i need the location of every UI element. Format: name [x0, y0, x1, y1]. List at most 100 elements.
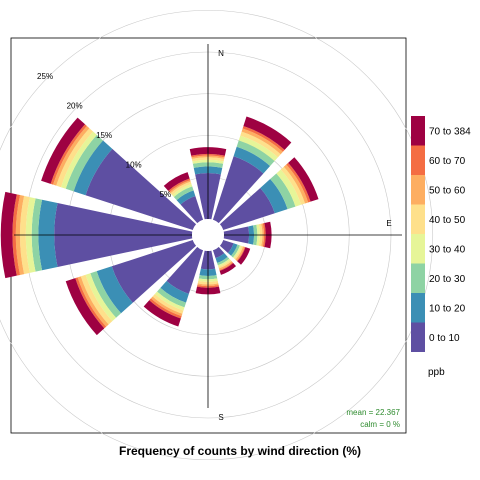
petal-150-band-7	[219, 263, 237, 275]
petal-60-band-0	[219, 187, 275, 231]
petal-240-band-0	[111, 239, 197, 303]
legend-swatch-1	[411, 293, 425, 323]
petal-30-band-7	[243, 116, 292, 150]
petal-210-band-2	[157, 287, 187, 308]
petal-300-band-5	[53, 125, 90, 186]
petal-300-band-1	[73, 140, 113, 196]
petal-60-band-3	[276, 169, 302, 207]
petal-210-band-3	[154, 291, 185, 311]
legend-swatch-3	[411, 234, 425, 264]
petal-240-band-2	[90, 271, 122, 318]
petal-210-band-7	[143, 300, 181, 327]
petal-270-band-6	[12, 194, 21, 276]
petal-120-band-1	[227, 243, 238, 256]
legend-swatch-4	[411, 204, 425, 234]
ring-label-20: 20%	[67, 102, 83, 111]
petal-300-band-6	[50, 124, 87, 185]
legend-label-5: 50 to 60	[429, 185, 466, 196]
chart-title: Frequency of counts by wind direction (%…	[119, 444, 361, 458]
petal-0-band-6	[191, 153, 225, 158]
calm-center	[192, 219, 224, 251]
petal-240-band-3	[85, 273, 117, 322]
petal-150-band-6	[219, 262, 234, 271]
ring-label-25: 25%	[37, 72, 53, 81]
petal-330-band-6	[168, 178, 191, 193]
petal-30-band-3	[238, 135, 278, 162]
legend-swatch-7	[411, 116, 425, 146]
ring-label-15: 15%	[96, 131, 112, 140]
legend-label-3: 30 to 40	[429, 244, 466, 255]
petal-150-band-2	[217, 256, 230, 266]
petal-210-band-6	[149, 298, 182, 319]
petal-330-band-0	[180, 195, 204, 224]
petal-240-band-4	[80, 274, 113, 325]
grid-ring-25	[0, 10, 433, 460]
legend-units: ppb	[428, 367, 445, 378]
petal-330-band-5	[169, 180, 191, 194]
petal-210-band-0	[166, 246, 204, 294]
petal-60-band-2	[270, 173, 296, 210]
legend-label-1: 10 to 20	[429, 303, 466, 314]
petal-210-band-4	[152, 294, 184, 314]
petal-240-band-7	[65, 278, 105, 336]
petal-120-band-2	[231, 244, 240, 258]
petal-300-band-3	[60, 131, 97, 189]
compass-label-e: E	[386, 219, 391, 228]
legend: 70 to 384 60 to 70 50 to 60 40 to 50 30 to 4…	[411, 116, 471, 352]
petal-300-band-0	[85, 148, 197, 231]
legend-swatch-2	[411, 263, 425, 293]
petal-240-band-6	[75, 277, 107, 329]
petal-300-band-7	[41, 117, 86, 184]
petal-330-band-2	[173, 186, 194, 201]
petal-30-band-4	[240, 131, 281, 158]
ring-labels: 5% 10% 15% 20% 25%	[37, 72, 171, 199]
petal-0-band-5	[191, 155, 225, 159]
petal-30-band-1	[233, 146, 271, 174]
petal-330-band-1	[176, 190, 196, 205]
legend-label-6: 60 to 70	[429, 156, 466, 167]
petal-210-band-1	[160, 281, 189, 303]
legend-label-0: 0 to 10	[429, 333, 460, 344]
legend-swatch-6	[411, 145, 425, 175]
petal-300-band-2	[65, 134, 104, 192]
petal-120-band-5	[235, 246, 245, 261]
petal-210-band-5	[150, 296, 183, 317]
legend-label-4: 40 to 50	[429, 215, 466, 226]
compass-label-s: S	[218, 413, 223, 422]
petal-330-band-7	[163, 172, 190, 191]
petal-120-band-6	[236, 246, 246, 262]
legend-swatch-5	[411, 175, 425, 205]
petal-120-band-4	[234, 245, 244, 260]
petal-60-band-5	[283, 164, 309, 204]
calm-stat: calm = 0 %	[360, 420, 400, 429]
petal-120-band-3	[232, 245, 242, 259]
petal-60-band-4	[280, 166, 306, 205]
petal-240-band-5	[77, 276, 109, 327]
petal-240-band-1	[96, 266, 133, 314]
petal-150-band-3	[217, 258, 231, 267]
petal-60-band-7	[288, 157, 319, 202]
petal-150-band-5	[218, 261, 233, 271]
petal-330-band-4	[170, 181, 192, 196]
petal-270-band-7	[0, 191, 17, 279]
petal-30-band-2	[236, 140, 275, 167]
petal-60-band-6	[286, 162, 311, 203]
ring-label-10: 10%	[126, 161, 142, 170]
petal-150-band-0	[212, 246, 225, 259]
petal-120-band-0	[219, 239, 234, 253]
petal-300-band-4	[56, 128, 94, 188]
compass-axes	[14, 44, 402, 408]
petal-120-band-7	[237, 247, 251, 265]
petal-150-band-4	[218, 259, 232, 269]
wind-petals	[0, 116, 319, 336]
petal-330-band-3	[172, 184, 193, 198]
petal-60-band-1	[260, 179, 288, 214]
legend-label-7: 70 to 384	[429, 126, 471, 137]
petal-150-band-1	[215, 253, 228, 263]
mean-stat: mean = 22.367	[346, 408, 400, 417]
petal-30-band-5	[241, 128, 283, 155]
legend-swatch-0	[411, 322, 425, 352]
legend-label-2: 20 to 30	[429, 274, 466, 285]
ring-label-5: 5%	[160, 190, 172, 199]
